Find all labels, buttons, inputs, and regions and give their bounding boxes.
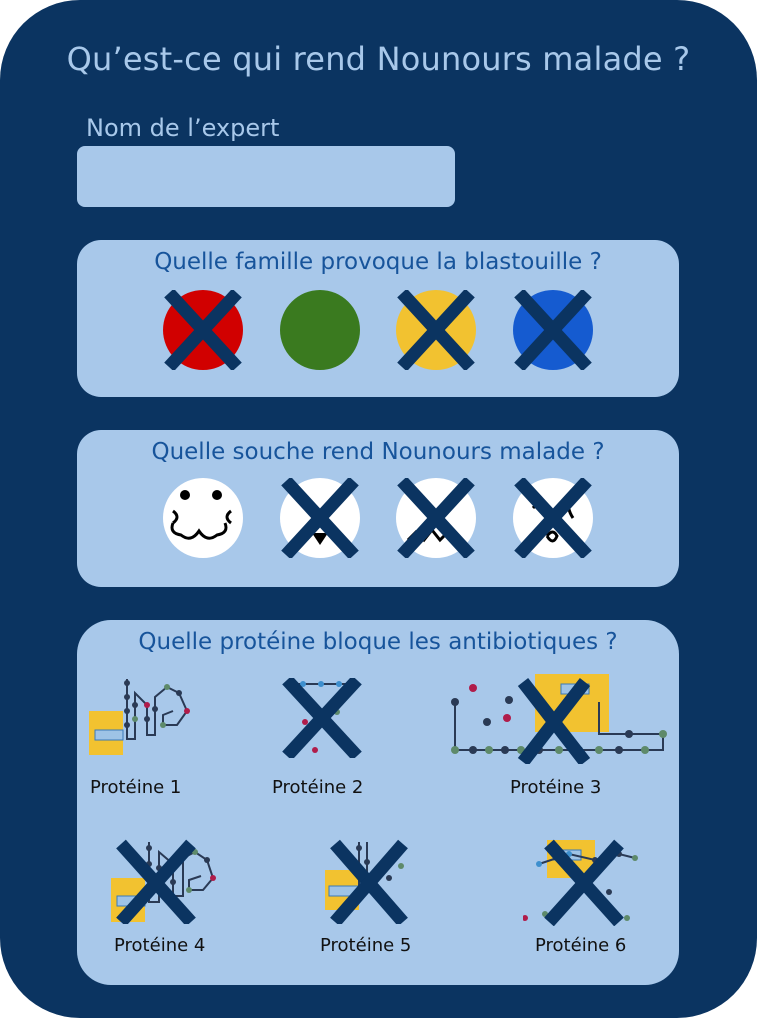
expert-name-label: Nom de l’expert — [86, 114, 280, 142]
cross-mark-icon — [282, 675, 362, 761]
protein-label: Protéine 4 — [114, 935, 206, 956]
protein-option-3[interactable] — [449, 672, 669, 766]
germ-face-4-icon — [513, 478, 593, 558]
strain-option-1[interactable] — [163, 478, 243, 558]
strain-option-3[interactable] — [396, 478, 476, 558]
green-circle-icon — [280, 290, 360, 370]
germ-face-3-icon — [396, 478, 476, 558]
protein-label: Protéine 5 — [320, 935, 412, 956]
family-option-yellow[interactable] — [396, 290, 476, 370]
protein-question-text: Quelle protéine bloque les antibiotiques… — [138, 629, 618, 655]
family-option-blue[interactable] — [513, 290, 593, 370]
protein-structure-icon — [282, 675, 362, 761]
protein-question-panel: Quelle protéine bloque les antibiotiques… — [77, 620, 679, 985]
cross-mark-icon — [517, 678, 591, 766]
cross-mark-icon — [330, 839, 408, 927]
cross-mark-icon — [514, 478, 592, 558]
protein-option-5[interactable] — [323, 838, 417, 927]
protein-structure-icon — [451, 674, 667, 766]
protein-label: Protéine 3 — [510, 777, 602, 798]
protein-structure-icon — [111, 839, 216, 927]
protein-structure-icon — [89, 679, 190, 755]
cross-mark-icon — [397, 478, 475, 558]
protein-structure-icon — [522, 839, 638, 927]
cross-mark-icon — [164, 290, 242, 370]
page-title: Qu’est-ce qui rend Nounours malade ? — [66, 40, 691, 78]
strain-option-4[interactable] — [513, 478, 593, 558]
protein-label: Protéine 1 — [90, 777, 182, 798]
family-option-green[interactable] — [280, 290, 360, 370]
family-question-text: Quelle famille provoque la blastouille ? — [154, 249, 602, 275]
protein-option-2[interactable] — [281, 675, 363, 761]
cross-mark-icon — [281, 478, 359, 558]
strain-option-2[interactable] — [280, 478, 360, 558]
cross-mark-icon — [544, 839, 624, 927]
expert-name-input[interactable] — [77, 146, 455, 207]
protein-structure-icon — [325, 839, 408, 927]
protein-option-4[interactable] — [109, 838, 217, 927]
protein-option-1[interactable] — [89, 675, 193, 759]
cross-mark-icon — [514, 290, 592, 370]
cross-mark-icon — [116, 839, 196, 927]
cross-mark-icon — [397, 290, 475, 370]
protein-label: Protéine 6 — [535, 935, 627, 956]
protein-option-6[interactable] — [522, 838, 639, 927]
strain-question-text: Quelle souche rend Nounours malade ? — [151, 439, 605, 465]
family-option-red[interactable] — [163, 290, 243, 370]
strain-question-panel: Quelle souche rend Nounours malade ? — [77, 430, 679, 587]
germ-face-1-icon — [163, 478, 243, 558]
protein-label: Protéine 2 — [272, 777, 364, 798]
family-question-panel: Quelle famille provoque la blastouille ? — [77, 240, 679, 397]
germ-face-2-icon — [280, 478, 360, 558]
